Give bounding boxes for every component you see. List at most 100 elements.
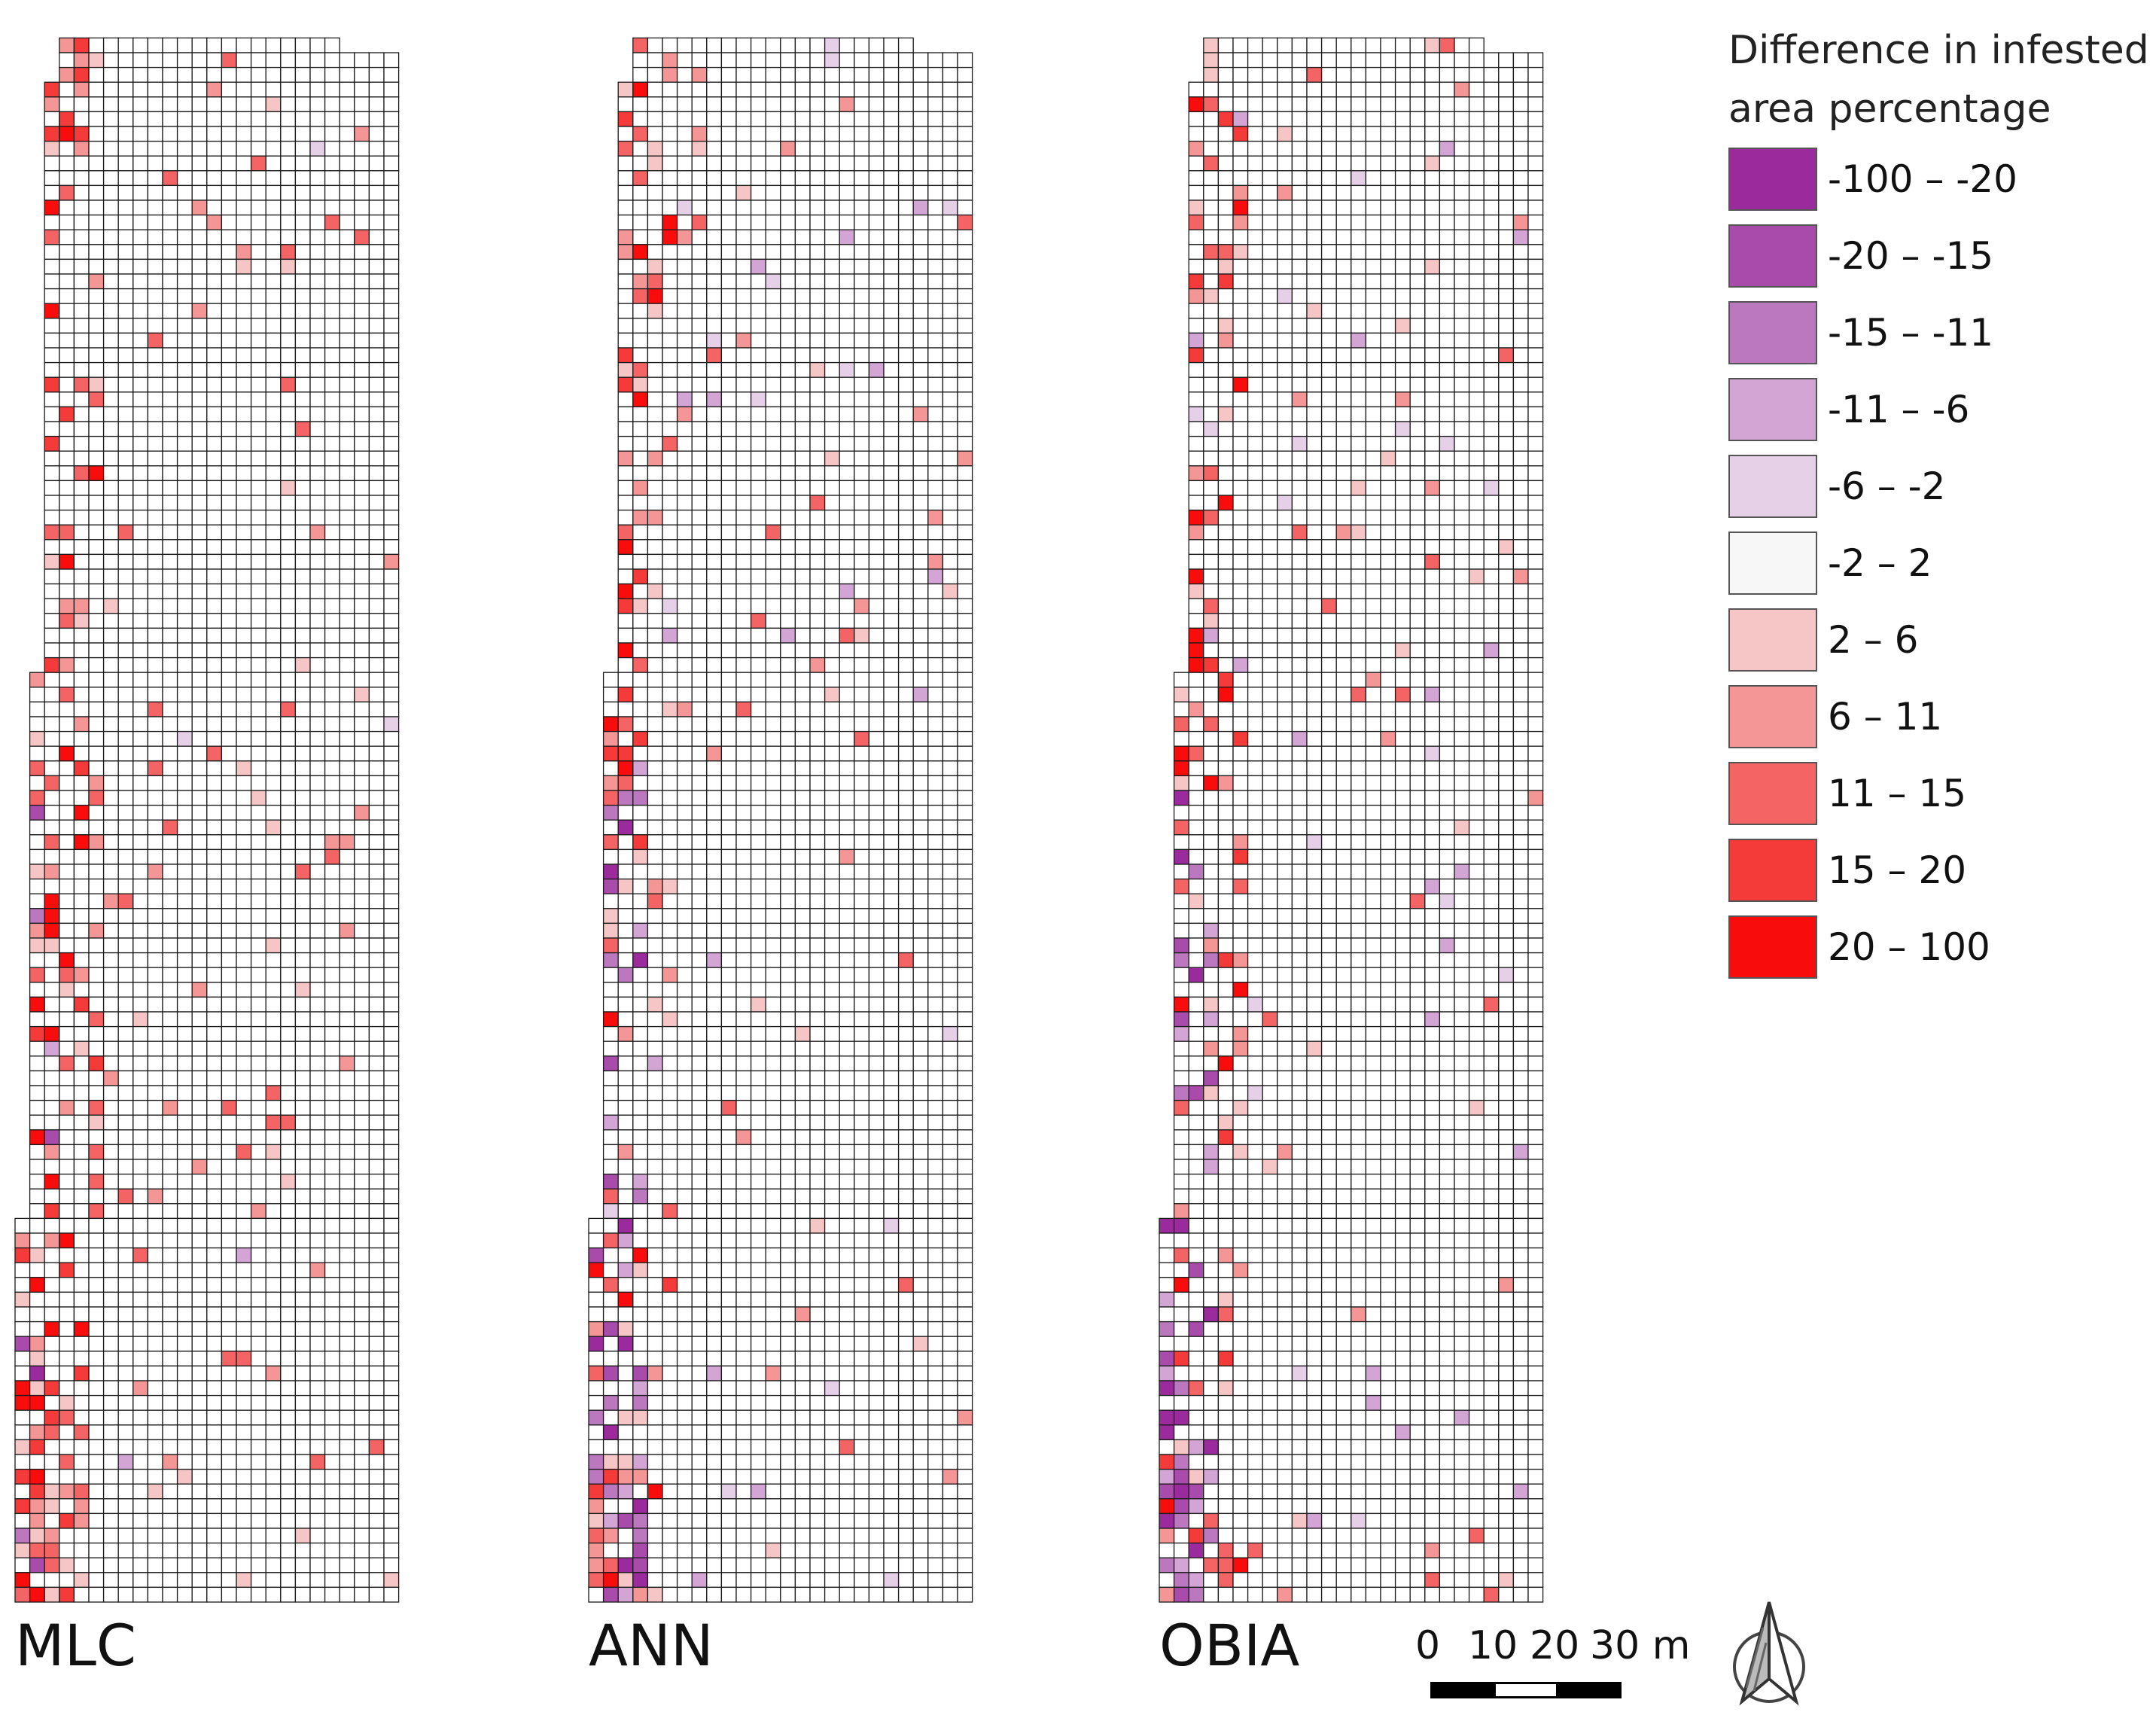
grid-cell: [720, 1144, 737, 1160]
grid-cell: [88, 318, 105, 334]
grid-cell: [854, 406, 870, 422]
grid-cell: [735, 288, 752, 304]
grid-cell: [324, 1144, 340, 1160]
grid-cell: [676, 273, 693, 290]
grid-cell: [354, 406, 370, 422]
grid-cell: [206, 1468, 223, 1485]
grid-cell: [147, 878, 163, 894]
grid-cell: [617, 184, 634, 201]
grid-cell: [750, 229, 766, 245]
grid-cell: [162, 1040, 178, 1057]
grid-cell: [88, 553, 105, 570]
grid-cell: [280, 450, 297, 467]
grid-cell: [794, 864, 811, 880]
grid-cell: [839, 937, 855, 954]
grid-cell: [102, 52, 119, 69]
grid-cell: [221, 1365, 237, 1381]
grid-cell: [236, 539, 252, 556]
grid-cell: [147, 1586, 163, 1603]
grid-cell: [176, 745, 193, 762]
grid-cell: [117, 1306, 134, 1323]
grid-cell: [309, 656, 326, 673]
grid-cell: [750, 37, 766, 53]
grid-cell: [236, 893, 252, 909]
grid-cell: [794, 1336, 811, 1352]
grid-cell: [191, 613, 208, 629]
grid-cell: [383, 996, 400, 1013]
grid-cell: [162, 672, 178, 688]
grid-cell: [824, 937, 840, 954]
grid-cell: [780, 775, 796, 791]
grid-cell: [647, 716, 663, 733]
grid-cell: [765, 214, 781, 230]
grid-cell: [647, 1291, 663, 1308]
grid-cell: [354, 509, 370, 525]
grid-cell: [250, 701, 266, 717]
grid-cell: [206, 391, 223, 408]
grid-cell: [383, 288, 400, 304]
grid-cell: [839, 819, 855, 836]
grid-cell: [897, 760, 914, 777]
grid-cell: [29, 1232, 45, 1249]
grid-cell: [809, 864, 826, 880]
grid-cell: [73, 1070, 90, 1086]
grid-cell: [765, 672, 781, 688]
grid-cell: [839, 1247, 855, 1263]
grid-cell: [59, 406, 75, 422]
grid-cell: [706, 1380, 723, 1397]
grid-cell: [147, 804, 163, 821]
grid-cell: [236, 1025, 252, 1042]
grid-cell: [897, 421, 914, 437]
grid-cell: [676, 1351, 693, 1367]
grid-cell: [691, 937, 708, 954]
grid-cell: [162, 1542, 178, 1558]
grid-cell: [676, 952, 693, 968]
grid-cell: [221, 332, 237, 349]
grid-cell: [706, 303, 723, 319]
grid-cell: [912, 1114, 929, 1131]
grid-cell: [868, 672, 885, 688]
grid-cell: [750, 1380, 766, 1397]
grid-cell: [647, 229, 663, 245]
grid-cell: [176, 450, 193, 467]
grid-cell: [662, 421, 678, 437]
grid-cell: [662, 745, 678, 762]
grid-cell: [750, 435, 766, 452]
grid-cell: [191, 1188, 208, 1205]
grid-cell: [324, 656, 340, 673]
grid-cell: [720, 672, 737, 688]
grid-cell: [750, 1025, 766, 1042]
grid-cell: [73, 1365, 90, 1381]
grid-cell: [927, 613, 944, 629]
grid-cell: [780, 37, 796, 53]
grid-cell: [250, 1351, 266, 1367]
grid-cell: [706, 1262, 723, 1278]
grid-cell: [706, 1365, 723, 1381]
grid-cell: [927, 701, 944, 717]
grid-cell: [750, 1085, 766, 1101]
grid-cell: [383, 155, 400, 172]
grid-cell: [765, 495, 781, 511]
grid-cell: [176, 804, 193, 821]
grid-cell: [662, 952, 678, 968]
grid-cell: [14, 1217, 31, 1234]
grid-cell: [339, 318, 355, 334]
grid-cell: [59, 583, 75, 599]
grid-cell: [897, 1306, 914, 1323]
grid-cell: [206, 524, 223, 541]
grid-cell: [294, 539, 311, 556]
grid-cell: [868, 701, 885, 717]
grid-cell: [706, 1144, 723, 1160]
grid-cell: [735, 111, 752, 127]
grid-cell: [824, 170, 840, 187]
grid-cell: [206, 804, 223, 821]
grid-cell: [942, 1144, 958, 1160]
grid-cell: [662, 1291, 678, 1308]
grid-cell: [44, 303, 60, 319]
grid-cell: [162, 1011, 178, 1028]
grid-cell: [147, 583, 163, 599]
grid-cell: [765, 111, 781, 127]
grid-cell: [632, 155, 649, 172]
grid-cell: [221, 1572, 237, 1589]
grid-cell: [102, 819, 119, 836]
